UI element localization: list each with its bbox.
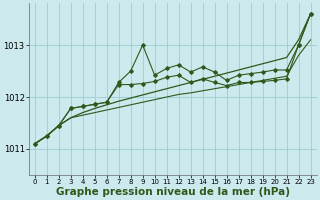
- X-axis label: Graphe pression niveau de la mer (hPa): Graphe pression niveau de la mer (hPa): [56, 187, 290, 197]
